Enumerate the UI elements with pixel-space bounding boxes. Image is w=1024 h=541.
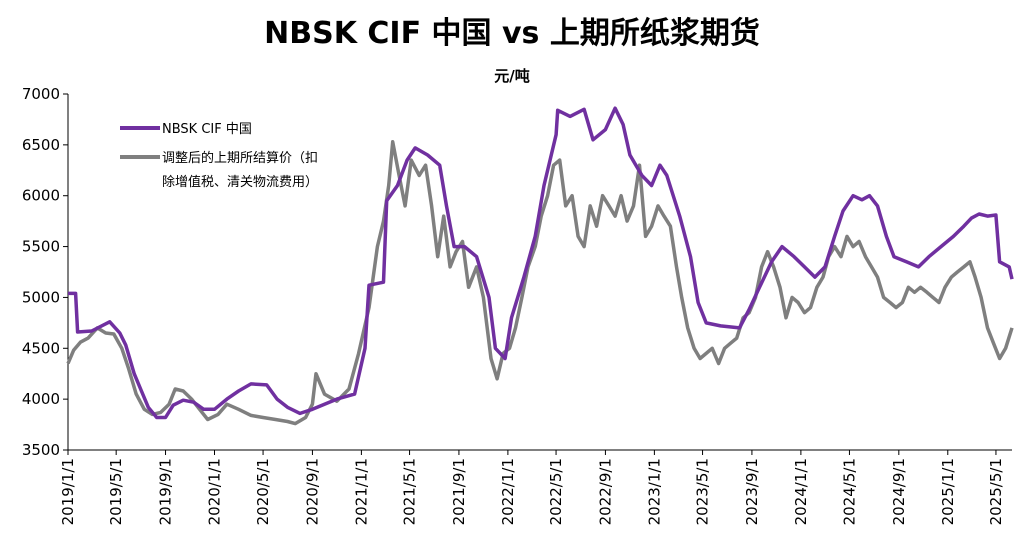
x-tick-label: 2024/1/1 xyxy=(792,458,810,525)
y-tick-label: 5500 xyxy=(22,238,60,256)
x-tick-label: 2019/1/1 xyxy=(59,458,77,525)
y-tick-label: 5000 xyxy=(22,288,60,306)
x-tick-label: 2021/5/1 xyxy=(401,458,419,525)
x-tick-label: 2019/9/1 xyxy=(157,458,175,525)
y-tick-label: 6000 xyxy=(22,187,60,205)
y-axis-unit-label: 元/吨 xyxy=(494,67,530,85)
x-tick-label: 2022/1/1 xyxy=(499,458,517,525)
y-tick-label: 4500 xyxy=(22,339,60,357)
x-tick-label: 2022/5/1 xyxy=(547,458,565,525)
x-tick-label: 2020/5/1 xyxy=(254,458,272,525)
y-tick-label: 6500 xyxy=(22,136,60,154)
x-tick-label: 2021/9/1 xyxy=(450,458,468,525)
y-tick-label: 3500 xyxy=(22,441,60,459)
x-tick-label: 2025/1/1 xyxy=(939,458,957,525)
series-line-nbsk xyxy=(68,106,1014,420)
x-tick-label: 2024/9/1 xyxy=(890,458,908,525)
y-tick-label: 7000 xyxy=(22,85,60,103)
x-tick-label: 2025/5/1 xyxy=(987,458,1005,525)
legend-shfe-adjusted-label: 调整后的上期所结算价（扣 xyxy=(162,150,318,166)
x-tick-label: 2020/9/1 xyxy=(303,458,321,525)
x-tick-label: 2020/1/1 xyxy=(205,458,223,525)
chart-title: NBSK CIF 中国 vs 上期所纸浆期货 xyxy=(264,16,760,51)
legend-nbsk-label: NBSK CIF 中国 xyxy=(162,122,252,137)
y-tick-label: 4000 xyxy=(22,390,60,408)
x-tick-label: 2022/9/1 xyxy=(596,458,614,525)
legend-shfe-adjusted-label: 除增值税、清关物流费用） xyxy=(162,174,318,190)
x-tick-label: 2023/1/1 xyxy=(645,458,663,525)
x-tick-label: 2021/1/1 xyxy=(352,458,370,525)
series-line-shfe-adjusted xyxy=(66,140,1014,426)
x-tick-label: 2019/5/1 xyxy=(107,458,125,525)
x-tick-label: 2024/5/1 xyxy=(840,458,858,525)
x-tick-label: 2023/9/1 xyxy=(743,458,761,525)
x-tick-label: 2023/5/1 xyxy=(694,458,712,525)
